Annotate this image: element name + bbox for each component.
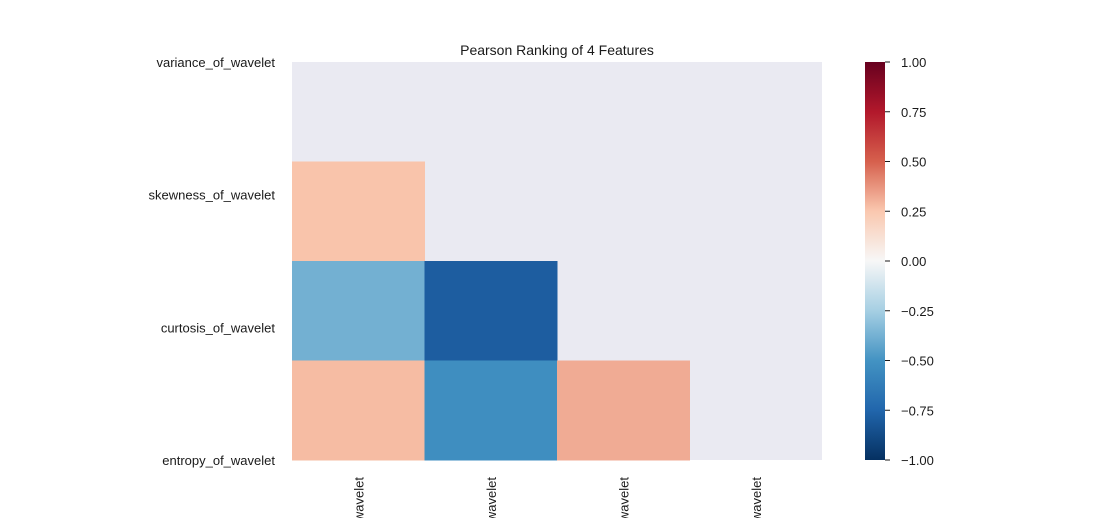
colorbar-tick-label: −0.25 (901, 304, 934, 319)
heatmap-cell (292, 261, 425, 361)
colorbar-tick-label: 0.00 (901, 254, 926, 269)
colorbar-tick-label: 0.50 (901, 155, 926, 170)
heatmap-cell (292, 161, 425, 262)
x-tick-label: wavelet (484, 477, 499, 518)
colorbar-ticks: 1.00 0.75 0.50 0.25 0.00 −0.25 −0.50 −0.75 −1.00 (885, 55, 934, 468)
heatmap-cell (557, 360, 690, 461)
y-axis-labels: variance_of_wavelet skewness_of_waveletcu… (149, 55, 276, 468)
colorbar-tick-label: −1.00 (901, 453, 934, 468)
heatmap-cell (424, 261, 558, 361)
y-tick-label: variance_of_wavelet (156, 55, 275, 70)
y-tick-label: entropy_of_wavelet (162, 453, 275, 468)
colorbar (865, 62, 885, 460)
colorbar-tick-label: −0.50 (901, 354, 934, 369)
y-tick-label: skewness_of_wavelet (149, 188, 276, 203)
x-tick-label: wavelet (351, 477, 366, 518)
colorbar-tick-label: 0.25 (901, 204, 926, 219)
y-tick-label: curtosis_of_wavelet (161, 320, 276, 335)
x-tick-label: wavelet (616, 477, 631, 518)
colorbar-tick-label: 1.00 (901, 55, 926, 70)
colorbar-tick-label: −0.75 (901, 403, 934, 418)
heatmap-cell (292, 360, 425, 461)
x-axis-labels: wavelet wavelet wavelet wavelet (351, 477, 764, 518)
colorbar-tick-label: 0.75 (901, 105, 926, 120)
chart-title: Pearson Ranking of 4 Features (460, 42, 654, 58)
heatmap-cells (292, 161, 690, 461)
x-tick-label: wavelet (749, 477, 764, 518)
heatmap-cell (424, 360, 558, 461)
